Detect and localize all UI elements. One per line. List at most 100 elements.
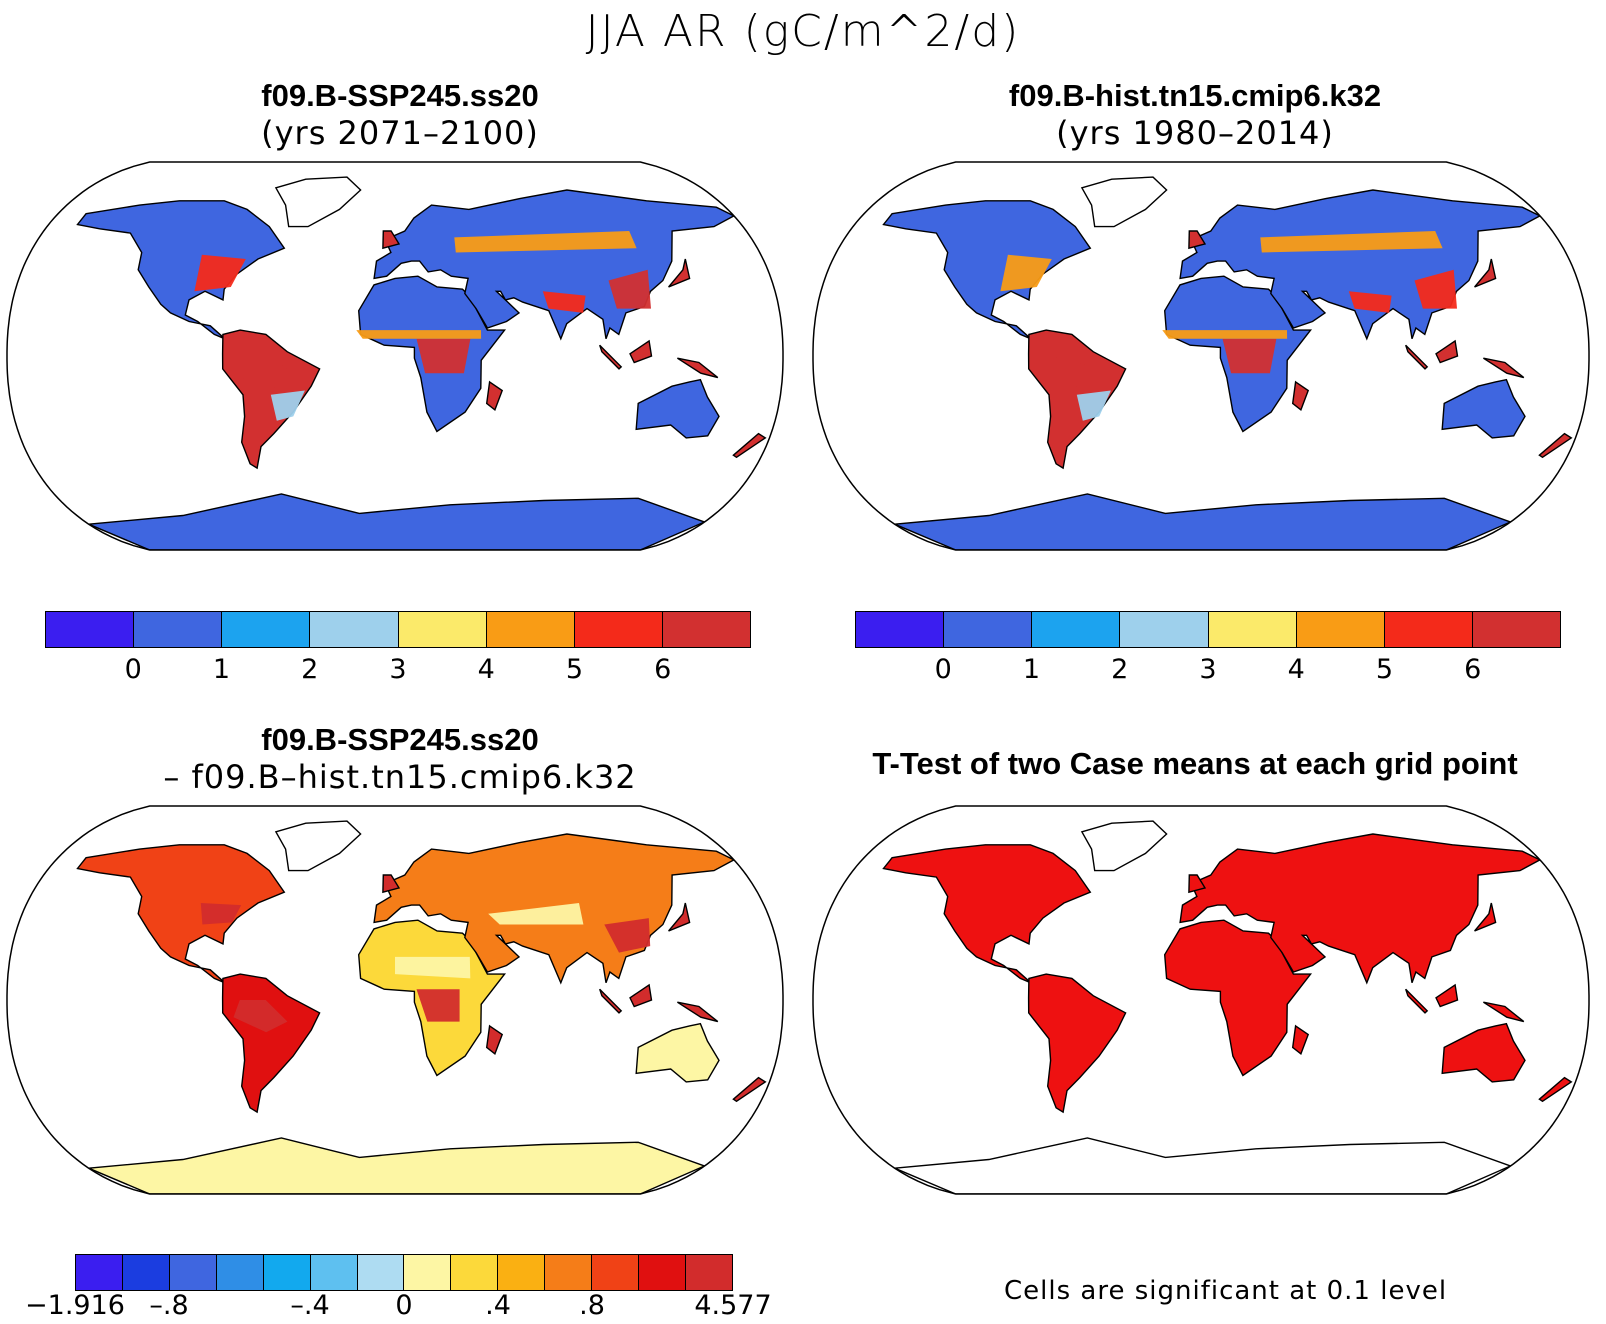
landmass-africa bbox=[1163, 919, 1313, 1077]
value-region bbox=[1260, 231, 1443, 253]
colorbar-difference-swatch bbox=[685, 1255, 732, 1290]
landmass-japan bbox=[668, 902, 691, 932]
colorbar-panel2-tick-label: 1 bbox=[1022, 654, 1041, 685]
landmass-antarctica bbox=[894, 493, 1513, 550]
landmass-japan bbox=[1474, 258, 1497, 288]
landmass-samerica bbox=[1027, 329, 1127, 470]
colorbar-panel1-tick-label: 1 bbox=[212, 654, 231, 685]
colorbar-panel1-tick-label: 0 bbox=[124, 654, 142, 685]
map-border bbox=[812, 161, 1590, 551]
value-region bbox=[604, 918, 651, 953]
value-region bbox=[1000, 254, 1052, 292]
colorbar-panel2-swatch bbox=[1208, 612, 1297, 647]
colorbar-difference-tick-label: 4.577 bbox=[694, 1290, 772, 1321]
colorbar-panel2-swatch bbox=[1472, 612, 1560, 647]
colorbar-difference-swatch bbox=[169, 1255, 217, 1290]
colorbar-difference-swatch bbox=[545, 1255, 593, 1290]
colorbar-difference-tick-label: –.4 bbox=[290, 1290, 330, 1321]
panel4-title: T-Test of two Case means at each grid po… bbox=[872, 746, 1518, 781]
colorbar-panel2-tick-label: 6 bbox=[1464, 654, 1482, 685]
landmass-japan bbox=[1474, 902, 1497, 932]
colorbar-panel1-tick-label: 3 bbox=[389, 654, 407, 685]
colorbar-difference-tick-label: .8 bbox=[579, 1290, 605, 1321]
colorbar-difference-swatch bbox=[451, 1255, 499, 1290]
panel1-subtitle: (yrs 2071–2100) bbox=[261, 114, 539, 152]
value-region bbox=[233, 1000, 288, 1033]
value-region bbox=[416, 989, 460, 1022]
value-region bbox=[240, 356, 288, 389]
landmass-uk bbox=[382, 874, 401, 894]
colorbar-panel1-swatch bbox=[310, 612, 399, 647]
value-region bbox=[200, 903, 242, 925]
landmass-japan bbox=[668, 258, 691, 288]
panel2-subtitle: (yrs 1980–2014) bbox=[1056, 114, 1334, 152]
landmass-australia bbox=[1441, 1022, 1526, 1083]
value-region bbox=[1414, 269, 1457, 309]
colorbar-panel1-swatch bbox=[398, 612, 487, 647]
colorbar-panel1-swatch bbox=[486, 612, 575, 647]
panel2-land bbox=[882, 176, 1573, 550]
colorbar-difference-tick-label: −1.916 bbox=[25, 1290, 125, 1321]
landmass-sumatra bbox=[1405, 344, 1429, 370]
panel2-title: f09.B-hist.tn15.cmip6.k32 bbox=[1008, 78, 1382, 113]
colorbar-panel2-tick-label: 5 bbox=[1375, 654, 1394, 685]
colorbar-difference-swatch bbox=[216, 1255, 264, 1290]
landmass-antarctica bbox=[88, 1137, 707, 1194]
colorbar-panel1-tick-label: 6 bbox=[654, 654, 672, 685]
colorbar-difference-swatch bbox=[357, 1255, 405, 1290]
landmass-samerica bbox=[221, 329, 321, 470]
panel4-map bbox=[812, 805, 1590, 1195]
panel2-map bbox=[812, 161, 1590, 551]
colorbar-panel1-tick-label: 2 bbox=[301, 654, 319, 685]
colorbar-difference-swatch bbox=[639, 1255, 686, 1290]
landmass-ngui bbox=[677, 1001, 719, 1023]
colorbar-panel2-tick-label: 0 bbox=[934, 654, 952, 685]
colorbar-difference-swatch bbox=[592, 1255, 640, 1290]
colorbar-difference-swatch bbox=[498, 1255, 546, 1290]
value-region bbox=[1162, 330, 1288, 339]
value-region bbox=[194, 254, 246, 292]
landmass-borneo bbox=[629, 339, 653, 364]
colorbar-panel1-labels: 0 1 2 3 4 5 6 bbox=[45, 654, 751, 688]
colorbar-panel1-tick-label: 4 bbox=[477, 654, 495, 685]
colorbar-panel1-swatch bbox=[574, 612, 663, 647]
colorbar-difference-tick-label: 0 bbox=[395, 1290, 413, 1321]
landmass-eurasia bbox=[1179, 833, 1542, 985]
colorbar-panel2-swatch bbox=[944, 612, 1033, 647]
colorbar-panel2-tick-label: 2 bbox=[1111, 654, 1129, 685]
value-region bbox=[542, 291, 586, 313]
colorbar-panel2-swatch bbox=[1120, 612, 1209, 647]
colorbar-panel2-tick-label: 4 bbox=[1287, 654, 1305, 685]
landmass-nz bbox=[1538, 1076, 1573, 1103]
value-region bbox=[270, 390, 305, 421]
map-border bbox=[6, 805, 784, 1195]
colorbar-panel1-swatch bbox=[662, 612, 750, 647]
value-region bbox=[1222, 338, 1277, 374]
colorbar-difference bbox=[75, 1254, 733, 1291]
map-border bbox=[6, 161, 784, 551]
panel3-subtitle: – f09.B–hist.tn15.cmip6.k32 bbox=[163, 758, 637, 796]
landmass-ngui bbox=[1483, 357, 1525, 379]
colorbar-difference-swatch bbox=[404, 1255, 452, 1290]
landmass-madagascar bbox=[1291, 380, 1310, 412]
colorbar-panel2-tick-label: 3 bbox=[1199, 654, 1217, 685]
panel3-title: f09.B-SSP245.ss20 bbox=[261, 722, 539, 757]
colorbar-panel2-labels: 0 1 2 3 4 5 6 bbox=[855, 654, 1561, 688]
landmass-australia bbox=[1441, 378, 1526, 439]
panel1-map bbox=[6, 161, 784, 551]
landmass-namerica bbox=[76, 200, 286, 340]
figure-title: JJA AR (gC/m^2/d) bbox=[585, 6, 1021, 57]
colorbar-panel1-swatch bbox=[134, 612, 223, 647]
value-region bbox=[488, 903, 584, 925]
landmass-uk bbox=[1188, 230, 1207, 250]
landmass-greenland bbox=[1080, 176, 1168, 228]
colorbar-difference-swatch bbox=[76, 1255, 123, 1290]
colorbar-panel1-swatch bbox=[46, 612, 135, 647]
panel1-title: f09.B-SSP245.ss20 bbox=[261, 78, 539, 113]
colorbar-difference-labels: −1.916 –.8 –.4 0 .4 .8 4.577 bbox=[25, 1290, 772, 1324]
landmass-borneo bbox=[1435, 983, 1459, 1008]
landmass-antarctica bbox=[88, 493, 707, 550]
panel1-land bbox=[76, 176, 767, 550]
colorbar-panel2 bbox=[855, 611, 1561, 648]
panel4-land bbox=[882, 820, 1573, 1194]
